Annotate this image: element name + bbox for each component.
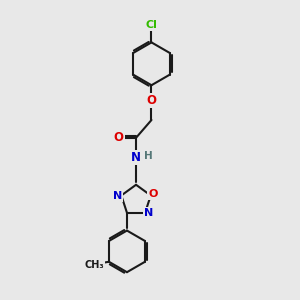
Text: N: N xyxy=(131,151,141,164)
Text: Cl: Cl xyxy=(146,20,158,30)
Text: N: N xyxy=(144,208,153,218)
Text: H: H xyxy=(143,151,152,161)
Text: CH₃: CH₃ xyxy=(84,260,104,270)
Text: O: O xyxy=(146,94,157,107)
Text: O: O xyxy=(114,131,124,144)
Text: N: N xyxy=(113,191,122,201)
Text: O: O xyxy=(148,189,158,199)
